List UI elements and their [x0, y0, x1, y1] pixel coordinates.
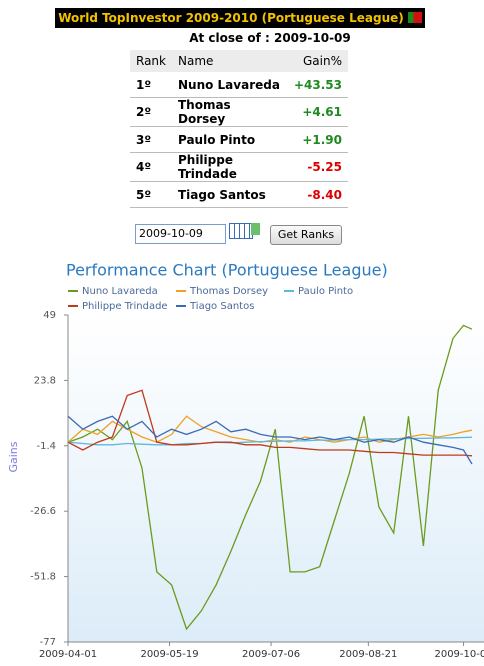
calendar-dropdown[interactable]: [251, 223, 260, 235]
y-tick-label: -26.6: [30, 506, 56, 517]
y-tick-label: -1.4: [36, 441, 56, 452]
gain-cell: +1.90: [287, 126, 348, 153]
gain-cell: -8.40: [287, 181, 348, 208]
legend-label: Thomas Dorsey: [189, 286, 268, 297]
table-body: 1º Nuno Lavareda +43.53 2º Thomas Dorsey +4.6…: [130, 72, 348, 208]
rank-cell: 5º: [130, 181, 172, 208]
header-title: World TopInvestor 2009-2010 (Portuguese …: [58, 11, 404, 25]
plot-background: [68, 315, 484, 642]
rank-cell: 3º: [130, 126, 172, 153]
table-row: 3º Paulo Pinto +1.90: [130, 126, 348, 153]
chart-title: Performance Chart (Portuguese League): [66, 261, 388, 280]
y-tick-label: 49: [43, 310, 56, 321]
column-header: Gain%: [287, 50, 348, 72]
header-bar: World TopInvestor 2009-2010 (Portuguese …: [55, 8, 425, 28]
calendar-icon[interactable]: [229, 223, 253, 239]
series-line: [67, 389, 473, 457]
table-header: Rank Name Gain%: [130, 50, 348, 72]
x-tick-label: 2009-10-05: [434, 649, 484, 660]
y-axis-label: Gains: [7, 441, 20, 472]
rank-cell: 4º: [130, 152, 172, 182]
y-tick-label: -51.8: [30, 572, 56, 583]
legend-label: Paulo Pinto: [298, 286, 353, 297]
date-input[interactable]: 2009-10-09: [135, 224, 226, 244]
table-row: 1º Nuno Lavareda +43.53: [130, 72, 348, 98]
flag-icon: [407, 12, 422, 23]
table-row: 4º Philippe Trindade -5.25: [130, 152, 348, 182]
column-header: Name: [171, 50, 288, 72]
rank-cell: 2º: [130, 97, 172, 127]
x-tick-label: 2009-07-06: [242, 649, 300, 660]
legend-label: Philippe Trindade: [82, 301, 168, 312]
column-header: Rank: [130, 50, 172, 72]
x-tick-label: 2009-08-21: [339, 649, 397, 660]
series-line: [67, 324, 473, 631]
x-tick-label: 2009-04-01: [39, 649, 97, 660]
gain-cell: -5.25: [287, 152, 348, 182]
name-cell: Paulo Pinto: [171, 126, 288, 153]
y-tick-label: -77: [40, 637, 56, 648]
chart: Performance Chart (Portuguese League) Nun…: [7, 261, 484, 660]
legend-label: Tiago Santos: [189, 301, 254, 312]
name-cell: Thomas Dorsey: [171, 97, 288, 127]
x-tick-label: 2009-05-19: [140, 649, 198, 660]
rank-cell: 1º: [130, 72, 172, 98]
gain-cell: +43.53: [287, 72, 348, 98]
close-label: At close of : 2009-10-09: [189, 31, 351, 45]
gain-cell: +4.61: [287, 97, 348, 127]
name-cell: Tiago Santos: [171, 181, 288, 208]
table-row: 5º Tiago Santos -8.40: [130, 181, 348, 208]
series-line: [67, 415, 473, 465]
rank-table: Rank Name Gain% 1º Nuno Lavareda +43.53 2º T…: [130, 50, 348, 208]
legend-label: Nuno Lavareda: [82, 286, 158, 297]
get-ranks-button[interactable]: Get Ranks: [270, 225, 342, 245]
y-tick-label: 23.8: [34, 375, 56, 386]
name-cell: Nuno Lavareda: [171, 72, 288, 98]
series-line: [67, 415, 473, 443]
name-cell: Philippe Trindade: [171, 152, 288, 182]
table-row: 2º Thomas Dorsey +4.61: [130, 97, 348, 127]
